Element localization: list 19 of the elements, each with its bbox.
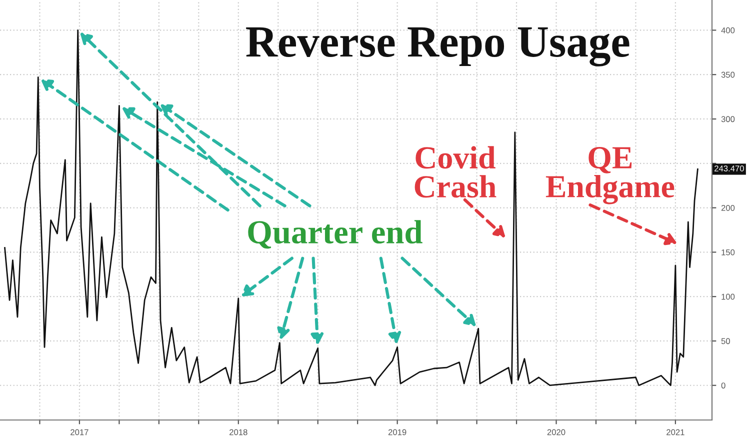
text: Reverse Repo Usage (246, 27, 630, 66)
x-tick-label: 2018 (230, 429, 248, 436)
y-tick-label: 150 (722, 249, 735, 256)
y-tick-label: 350 (721, 72, 735, 78)
y-tick-label: 400 (721, 27, 735, 34)
y-tick-label: 50 (721, 338, 730, 344)
y-tick-label: 200 (721, 204, 735, 211)
y-tick-label: 100 (722, 294, 735, 300)
annotation: QE Endgame (546, 147, 674, 204)
x-tick-label: 2020 (547, 429, 566, 436)
x-tick-label: 2017 (70, 429, 88, 436)
y-tick-label: 300 (721, 116, 735, 122)
x-tick-label: 2019 (388, 429, 406, 436)
text: 243.470 (714, 166, 744, 172)
y-tick-label: 0 (721, 382, 726, 388)
annotation: Covid Crash (414, 146, 496, 198)
line-series (4, 29, 698, 386)
annotation: Quarter end (248, 220, 422, 249)
x-tick-label: 2021 (666, 429, 684, 436)
